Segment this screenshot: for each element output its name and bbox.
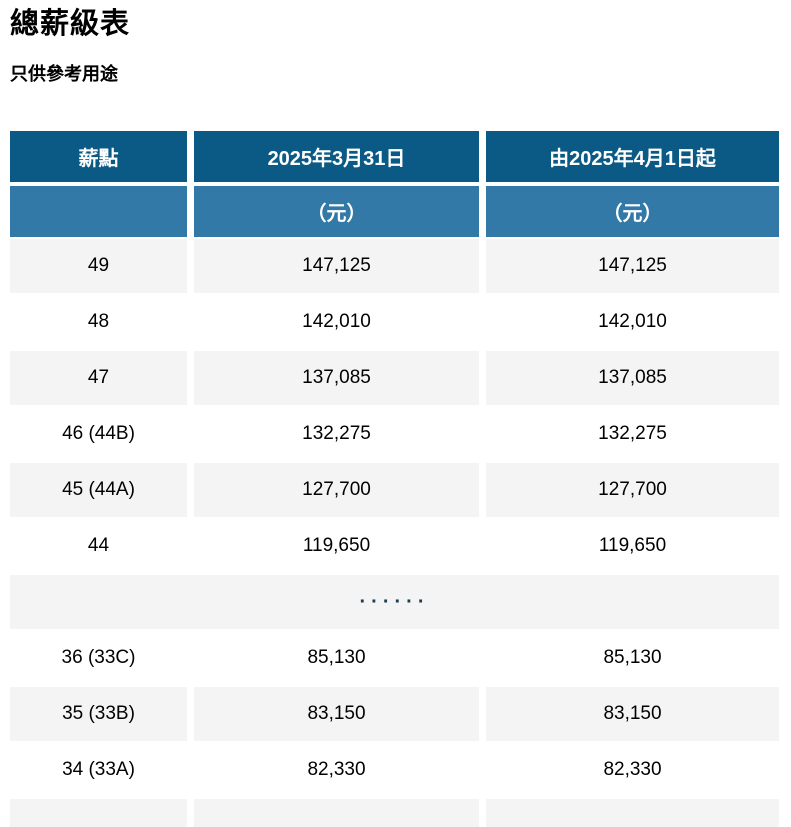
table-row: 34 (33A) 82,330 82,330	[10, 743, 779, 799]
table-body: 49 147,125 147,125 48 142,010 142,010 47 137,08…	[10, 239, 779, 827]
subheader-unit-after: （元）	[486, 186, 779, 239]
salary-after-cell: 132,275	[486, 407, 779, 463]
salary-before-cell: 85,130	[194, 631, 486, 687]
pay-point-cell: 45 (44A)	[10, 463, 194, 519]
pay-point-cell: 35 (33B)	[10, 687, 194, 743]
salary-after-cell: 82,330	[486, 743, 779, 799]
pay-point-cell: 46 (44B)	[10, 407, 194, 463]
salary-after-cell: 83,150	[486, 687, 779, 743]
pay-point-cell: 44	[10, 519, 194, 575]
salary-before-cell: 83,150	[194, 687, 486, 743]
salary-after-cell: 137,085	[486, 351, 779, 407]
salary-before-cell: 82,330	[194, 743, 486, 799]
salary-before-cell: 132,275	[194, 407, 486, 463]
pay-point-cell: 48	[10, 295, 194, 351]
salary-after-cell: 119,650	[486, 519, 779, 575]
header-pay-point: 薪點	[10, 131, 194, 186]
salary-after-cell: 127,700	[486, 463, 779, 519]
salary-after-cell: 142,010	[486, 295, 779, 351]
pay-scale-table: 薪點 2025年3月31日 由2025年4月1日起 （元） （元） 49 147,…	[10, 131, 779, 827]
header-row: 薪點 2025年3月31日 由2025年4月1日起	[10, 131, 779, 186]
table-row: 47 137,085 137,085	[10, 351, 779, 407]
table-row: 49 147,125 147,125	[10, 239, 779, 295]
salary-after-cell: 85,130	[486, 631, 779, 687]
table-row: 48 142,010 142,010	[10, 295, 779, 351]
table-header: 薪點 2025年3月31日 由2025年4月1日起 （元） （元）	[10, 131, 779, 239]
pay-point-cell: 47	[10, 351, 194, 407]
page-title: 總薪級表	[10, 8, 131, 40]
page-subtitle: 只供參考用途	[10, 64, 118, 84]
salary-before-cell: 147,125	[194, 239, 486, 295]
table-row: 45 (44A) 127,700 127,700	[10, 463, 779, 519]
table-row	[10, 799, 779, 827]
pay-point-cell: 36 (33C)	[10, 631, 194, 687]
table-row: 35 (33B) 83,150 83,150	[10, 687, 779, 743]
salary-before-cell: 119,650	[194, 519, 486, 575]
salary-after-cell: 147,125	[486, 239, 779, 295]
subheader-pay-point	[10, 186, 194, 239]
page: 總薪級表 只供參考用途 薪點 2025年3月31日 由2025年4月1日起 （元…	[0, 6, 791, 827]
subheader-row: （元） （元）	[10, 186, 779, 239]
salary-before-cell	[194, 799, 486, 827]
header-date-after: 由2025年4月1日起	[486, 131, 779, 186]
pay-point-cell: 49	[10, 239, 194, 295]
pay-point-cell	[10, 799, 194, 827]
table-row: 46 (44B) 132,275 132,275	[10, 407, 779, 463]
salary-before-cell: 127,700	[194, 463, 486, 519]
salary-after-cell	[486, 799, 779, 827]
subheader-unit-before: （元）	[194, 186, 486, 239]
table-row: 44 119,650 119,650	[10, 519, 779, 575]
ellipsis-cell: ······	[10, 575, 779, 631]
table-row: ······	[10, 575, 779, 631]
table-row: 36 (33C) 85,130 85,130	[10, 631, 779, 687]
header-date-before: 2025年3月31日	[194, 131, 486, 186]
pay-point-cell: 34 (33A)	[10, 743, 194, 799]
salary-before-cell: 137,085	[194, 351, 486, 407]
salary-before-cell: 142,010	[194, 295, 486, 351]
